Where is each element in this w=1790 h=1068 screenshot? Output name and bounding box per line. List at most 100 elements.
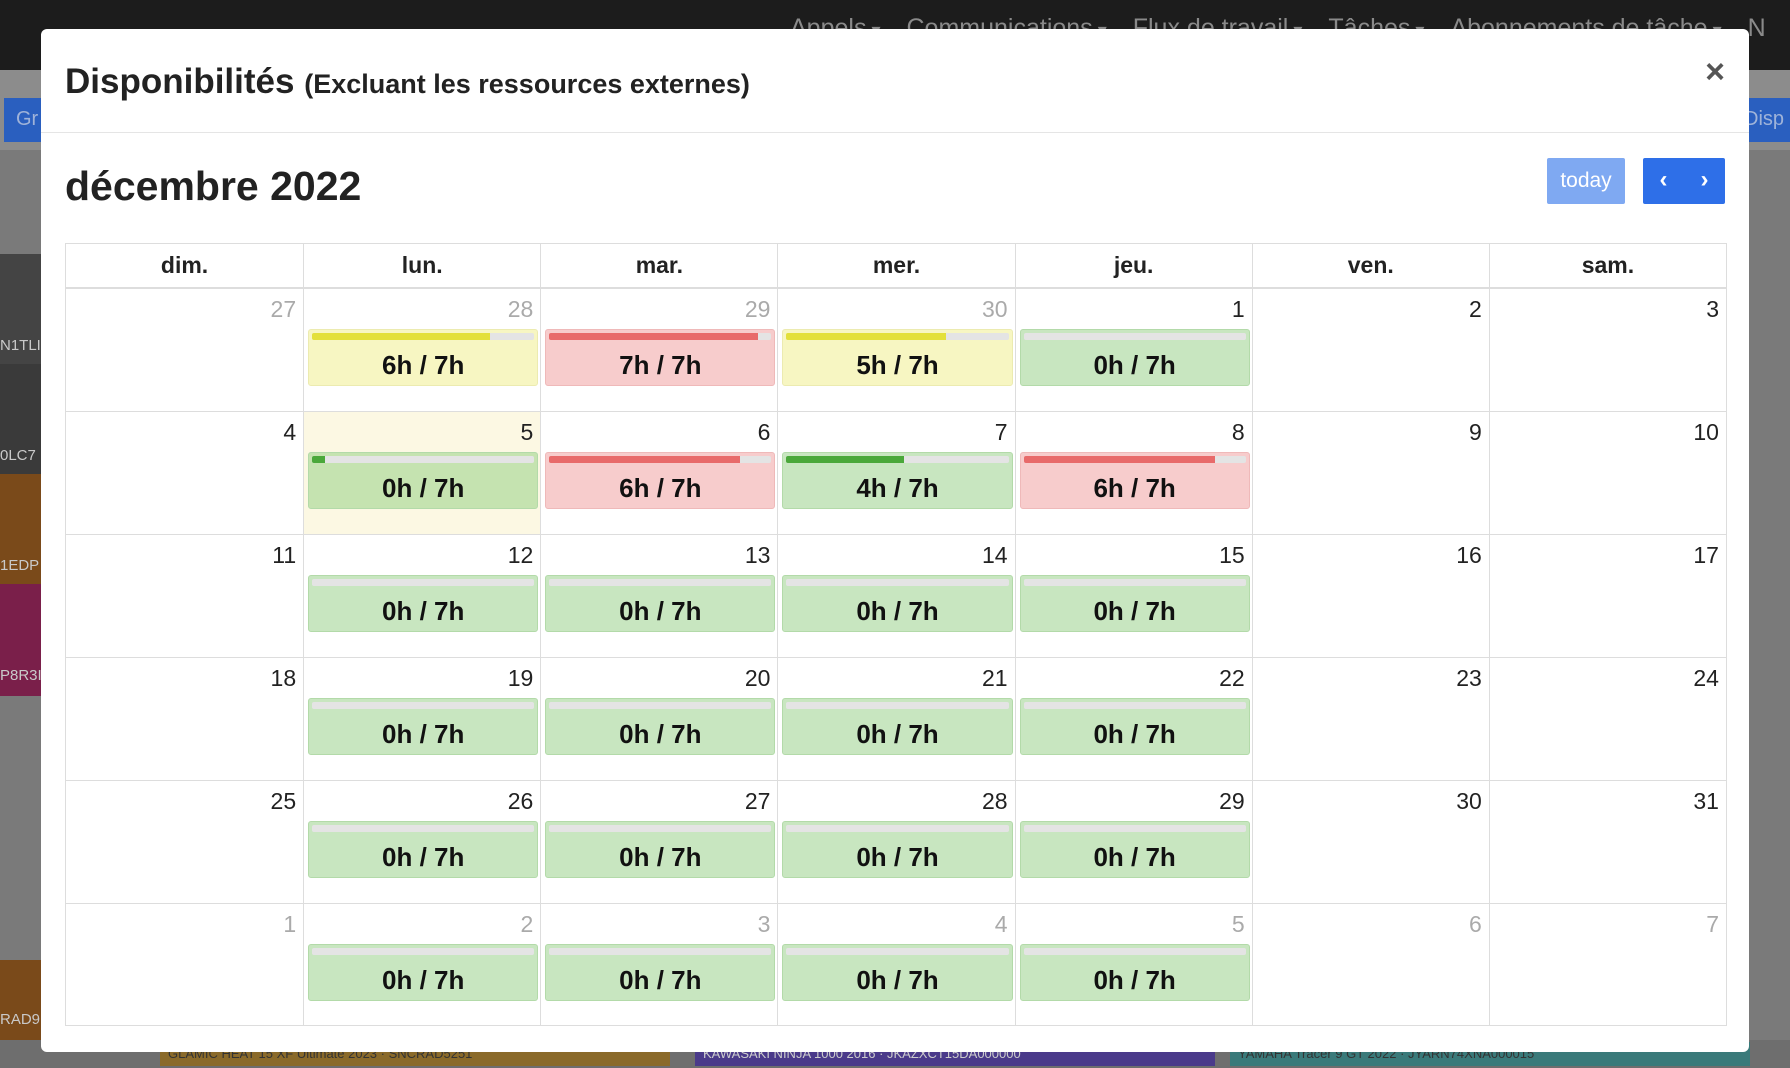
- calendar-day[interactable]: 20 0h / 7h: [540, 658, 777, 780]
- availability-event[interactable]: 5h / 7h: [782, 329, 1013, 386]
- calendar-day[interactable]: 31: [1488, 781, 1726, 903]
- calendar-day[interactable]: 7: [1488, 904, 1726, 1025]
- availability-event[interactable]: 6h / 7h: [545, 452, 776, 509]
- calendar-day[interactable]: 26 0h / 7h: [303, 781, 540, 903]
- calendar-day[interactable]: 5 0h / 7h: [1014, 904, 1252, 1025]
- calendar-day[interactable]: 3 0h / 7h: [540, 904, 777, 1025]
- day-number: 28: [981, 788, 1008, 814]
- modal-title: Disponibilités (Excluant les ressources …: [65, 62, 750, 102]
- calendar-day[interactable]: 15 0h / 7h: [1014, 535, 1252, 657]
- availability-event[interactable]: 0h / 7h: [1019, 329, 1250, 386]
- calendar-day[interactable]: 18: [66, 658, 303, 780]
- calendar-day[interactable]: 3: [1488, 289, 1726, 411]
- calendar-day[interactable]: 8 6h / 7h: [1014, 412, 1252, 534]
- today-button[interactable]: today: [1547, 158, 1625, 204]
- calendar-day[interactable]: 1: [66, 904, 303, 1025]
- availability-label: 0h / 7h: [1093, 965, 1176, 995]
- day-number: 14: [981, 542, 1008, 568]
- availability-event[interactable]: 0h / 7h: [782, 944, 1013, 1001]
- availability-event[interactable]: 7h / 7h: [545, 329, 776, 386]
- availability-label: 6h / 7h: [382, 350, 465, 380]
- availability-event[interactable]: 4h / 7h: [782, 452, 1013, 509]
- calendar-day[interactable]: 17: [1488, 535, 1726, 657]
- calendar-day[interactable]: 29 7h / 7h: [540, 289, 777, 411]
- calendar-day[interactable]: 16: [1251, 535, 1489, 657]
- availability-progress-fill: [312, 333, 490, 340]
- calendar-day[interactable]: 30 5h / 7h: [777, 289, 1014, 411]
- availability-event[interactable]: 0h / 7h: [782, 698, 1013, 755]
- calendar-day[interactable]: 6: [1251, 904, 1489, 1025]
- availability-progress-bar: [549, 333, 772, 340]
- calendar-day[interactable]: 2 0h / 7h: [303, 904, 540, 1025]
- calendar-day[interactable]: 4 0h / 7h: [777, 904, 1014, 1025]
- calendar-day[interactable]: 25: [66, 781, 303, 903]
- availability-event[interactable]: 0h / 7h: [308, 821, 539, 878]
- calendar-day[interactable]: 27: [66, 289, 303, 411]
- availability-progress-bar: [1023, 948, 1246, 955]
- availability-event[interactable]: 0h / 7h: [545, 575, 776, 632]
- availability-progress-bar: [1023, 825, 1246, 832]
- day-number: 7: [1706, 911, 1719, 937]
- calendar-day[interactable]: 9: [1251, 412, 1489, 534]
- calendar-week: 4 5 0h / 7h 6 6h / 7h 7 4h / 7h 8 6h / 7h 9 10: [66, 412, 1726, 535]
- calendar-day[interactable]: 28 0h / 7h: [777, 781, 1014, 903]
- calendar-week: 11 12 0h / 7h 13 0h / 7h 14 0h / 7h 15 0h / 7h 16…: [66, 535, 1726, 658]
- availability-label: 0h / 7h: [1093, 719, 1176, 749]
- calendar-day[interactable]: 11: [66, 535, 303, 657]
- availability-label: 7h / 7h: [619, 350, 702, 380]
- availability-event[interactable]: 0h / 7h: [308, 698, 539, 755]
- app-row-label: N1TLI: [0, 337, 41, 354]
- prev-month-button[interactable]: ‹: [1643, 158, 1684, 204]
- availability-event[interactable]: 0h / 7h: [1019, 944, 1250, 1001]
- calendar-day[interactable]: 29 0h / 7h: [1014, 781, 1252, 903]
- day-number: 8: [1231, 419, 1245, 445]
- calendar-day[interactable]: 22 0h / 7h: [1014, 658, 1252, 780]
- calendar-day[interactable]: 13 0h / 7h: [540, 535, 777, 657]
- day-number: 6: [757, 419, 771, 445]
- calendar-day[interactable]: 24: [1488, 658, 1726, 780]
- day-number: 21: [981, 665, 1008, 691]
- calendar-day[interactable]: 1 0h / 7h: [1014, 289, 1252, 411]
- month-nav-group: ‹ ›: [1643, 158, 1725, 204]
- calendar-day[interactable]: 30: [1251, 781, 1489, 903]
- day-number: 18: [270, 665, 297, 691]
- day-number: 6: [1469, 911, 1482, 937]
- availability-event[interactable]: 6h / 7h: [1019, 452, 1250, 509]
- availability-event[interactable]: 0h / 7h: [1019, 575, 1250, 632]
- calendar-day[interactable]: 5 0h / 7h: [303, 412, 541, 534]
- calendar-day[interactable]: 10: [1488, 412, 1726, 534]
- calendar-day[interactable]: 27 0h / 7h: [540, 781, 777, 903]
- next-month-button[interactable]: ›: [1684, 158, 1725, 204]
- availability-event[interactable]: 0h / 7h: [782, 821, 1013, 878]
- calendar-day[interactable]: 7 4h / 7h: [777, 412, 1014, 534]
- nav-item-more[interactable]: N: [1747, 14, 1766, 42]
- day-number: 4: [994, 911, 1008, 937]
- availability-event[interactable]: 0h / 7h: [308, 944, 539, 1001]
- availability-event[interactable]: 0h / 7h: [545, 698, 776, 755]
- app-left-button[interactable]: Gr: [4, 98, 46, 142]
- availability-progress-bar: [1023, 702, 1246, 709]
- calendar-day[interactable]: 6 6h / 7h: [540, 412, 777, 534]
- availability-event[interactable]: 0h / 7h: [308, 452, 539, 509]
- availability-event[interactable]: 0h / 7h: [782, 575, 1013, 632]
- availability-event[interactable]: 0h / 7h: [545, 944, 776, 1001]
- calendar-day[interactable]: 19 0h / 7h: [303, 658, 540, 780]
- calendar-day[interactable]: 4: [66, 412, 303, 534]
- availability-event[interactable]: 0h / 7h: [1019, 698, 1250, 755]
- day-number: 15: [1219, 542, 1245, 568]
- day-number: 7: [994, 419, 1008, 445]
- availability-event[interactable]: 0h / 7h: [545, 821, 776, 878]
- availability-event[interactable]: 6h / 7h: [308, 329, 539, 386]
- availability-event[interactable]: 0h / 7h: [1019, 821, 1250, 878]
- availability-label: 4h / 7h: [856, 473, 939, 503]
- calendar-day[interactable]: 21 0h / 7h: [777, 658, 1014, 780]
- calendar-day[interactable]: 14 0h / 7h: [777, 535, 1014, 657]
- calendar-day[interactable]: 2: [1251, 289, 1489, 411]
- close-icon[interactable]: ×: [1705, 53, 1725, 91]
- calendar-day[interactable]: 23: [1251, 658, 1489, 780]
- calendar-day[interactable]: 28 6h / 7h: [303, 289, 540, 411]
- day-number: 16: [1456, 542, 1482, 568]
- calendar-day[interactable]: 12 0h / 7h: [303, 535, 540, 657]
- availability-event[interactable]: 0h / 7h: [308, 575, 539, 632]
- weekday-tue: mar.: [540, 244, 777, 287]
